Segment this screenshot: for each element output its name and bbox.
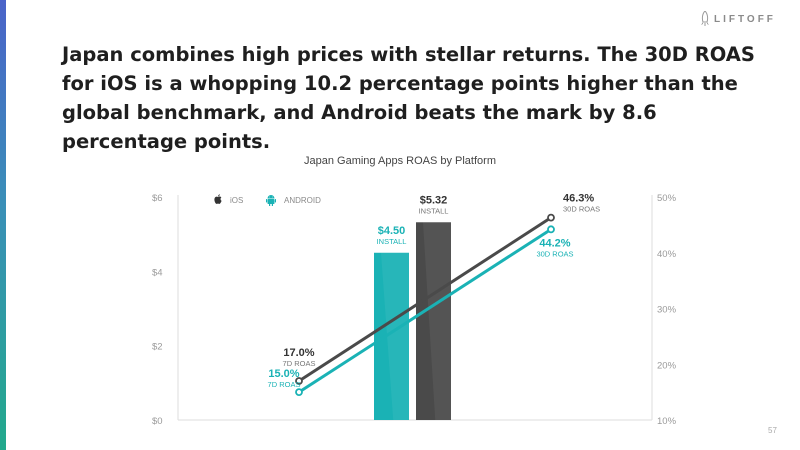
legend-item-android: ANDROID xyxy=(266,195,321,206)
bar-android xyxy=(374,252,409,420)
point-value-label: 17.0% xyxy=(283,347,314,359)
chart-title: Japan Gaming Apps ROAS by Platform xyxy=(304,155,496,167)
point-sub-label: 30D ROAS xyxy=(536,249,573,258)
apple-icon xyxy=(214,194,222,204)
bar-shade xyxy=(381,252,409,420)
rocket-icon xyxy=(701,11,709,26)
right-axis: 10% 20% 30% 40% 50% xyxy=(657,193,677,427)
point-value-label: 44.2% xyxy=(539,237,570,249)
left-tick-label: $2 xyxy=(152,342,163,353)
bar-sub-label: INSTALL xyxy=(377,237,407,246)
point-sub-label: 7D ROAS xyxy=(283,359,316,368)
point-value-label: 46.3% xyxy=(563,193,594,205)
line-ios xyxy=(298,216,552,383)
legend-item-ios: iOS xyxy=(214,194,243,205)
point-sub-label: 7D ROAS xyxy=(268,380,301,389)
bar-sub-label: INSTALL xyxy=(419,206,449,215)
bar-shade xyxy=(423,222,451,420)
line-point xyxy=(547,225,555,234)
point-sub-label: 30D ROAS xyxy=(563,205,600,214)
left-tick-label: $0 xyxy=(152,416,163,427)
roas-lines xyxy=(295,213,555,397)
line-point xyxy=(295,388,303,397)
line-point xyxy=(547,213,555,222)
point-value-label: 15.0% xyxy=(268,368,299,380)
left-axis: $0 $2 $4 $6 xyxy=(152,193,163,427)
legend-label-android: ANDROID xyxy=(284,196,321,205)
chart-legend: iOS ANDROID xyxy=(214,194,321,206)
right-tick-label: 20% xyxy=(657,360,677,371)
right-tick-label: 10% xyxy=(657,416,677,427)
bar-value-label: $4.50 xyxy=(378,225,406,237)
right-tick-label: 30% xyxy=(657,305,677,316)
bar-value-label: $5.32 xyxy=(420,194,448,206)
slide-headline: Japan combines high prices with stellar … xyxy=(62,43,755,153)
chart-frame xyxy=(177,195,653,421)
android-icon xyxy=(266,195,276,206)
right-tick-label: 40% xyxy=(657,249,677,260)
page-number: 57 xyxy=(768,426,777,435)
left-tick-label: $6 xyxy=(152,193,163,204)
side-accent-stripe xyxy=(0,0,6,450)
bar-ios xyxy=(416,222,451,420)
legend-label-ios: iOS xyxy=(230,196,243,205)
left-tick-label: $4 xyxy=(152,267,163,278)
line-point xyxy=(295,377,303,385)
brand-name: LIFTOFF xyxy=(714,13,776,25)
line-android xyxy=(298,228,552,394)
right-tick-label: 50% xyxy=(657,193,677,204)
liftoff-logo: LIFTOFF xyxy=(700,10,776,28)
bars xyxy=(374,222,451,420)
